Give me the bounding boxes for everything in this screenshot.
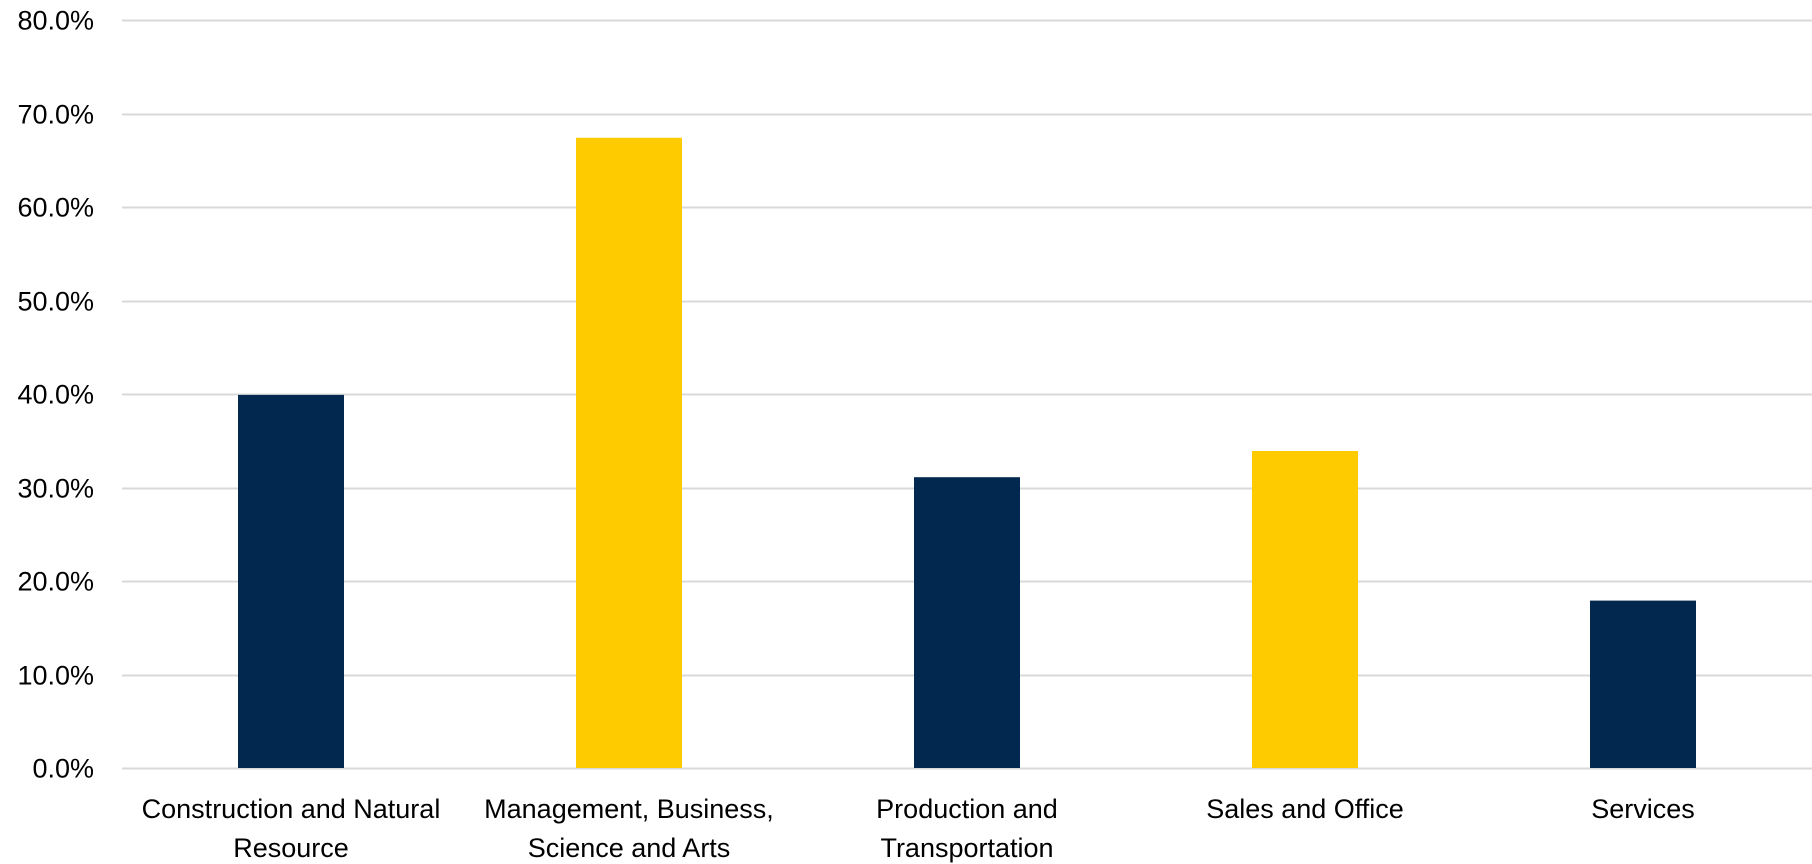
y-tick-label: 70.0% <box>17 100 94 130</box>
y-tick-label: 40.0% <box>17 380 94 410</box>
y-tick-label: 30.0% <box>17 474 94 504</box>
y-tick-label: 10.0% <box>17 661 94 691</box>
gridlines <box>122 19 1812 770</box>
x-category-label: Management, Business, Science and Arts <box>484 794 774 863</box>
bar <box>1252 451 1358 768</box>
y-axis-tick-labels: 0.0% 10.0% 20.0% 30.0% 40.0% 50.0% 60.0% 70.0% 8… <box>17 6 94 784</box>
x-axis-category-labels: Construction and Natural Resource Manageme… <box>142 794 1695 863</box>
x-category-label: Services <box>1591 794 1695 824</box>
y-tick-label: 0.0% <box>32 754 94 784</box>
y-tick-label: 80.0% <box>17 6 94 36</box>
bars <box>238 137 1696 769</box>
y-tick-label: 60.0% <box>17 193 94 223</box>
y-tick-label: 50.0% <box>17 287 94 317</box>
bar <box>238 394 344 768</box>
bar <box>914 477 1020 768</box>
bar <box>576 137 682 769</box>
x-category-label: Construction and Natural Resource <box>142 794 441 863</box>
x-category-label: Production and Transportation <box>876 794 1058 863</box>
y-tick-label: 20.0% <box>17 567 94 597</box>
bar <box>1590 600 1696 768</box>
x-category-label: Sales and Office <box>1206 794 1404 824</box>
